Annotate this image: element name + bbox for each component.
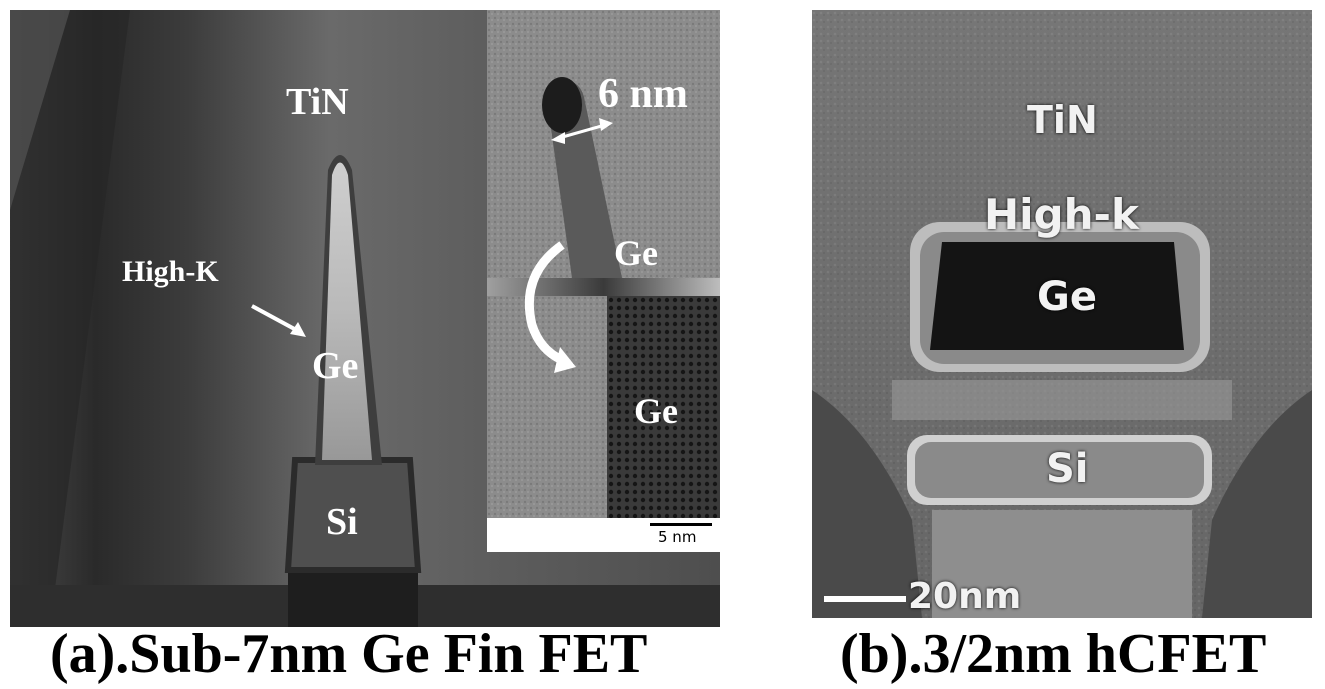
curved-arrow-icon	[524, 241, 576, 373]
label-ge-b: Ge	[1037, 274, 1097, 320]
inset-divider	[487, 278, 720, 296]
label-inset-ge-bottom: Ge	[634, 391, 678, 431]
inset-fin-tip	[487, 10, 720, 278]
label-si-a: Si	[326, 501, 358, 543]
scale-bar-label-a: 5 nm	[658, 528, 697, 546]
panel-b-tem-image: TiN High-k Ge Si 20nm	[812, 10, 1312, 618]
panel-a-tem-image: 5 nm TiN High-K Ge Si 6 nm Ge Ge	[10, 10, 720, 627]
label-tin-b: TiN	[1027, 98, 1098, 142]
label-si-b: Si	[1046, 446, 1089, 492]
caption-b: (b).3/2nm hCFET	[840, 623, 1267, 685]
inset-lattice-drawing	[487, 296, 720, 518]
label-ge-a: Ge	[312, 345, 359, 387]
scale-bar-label-b: 20nm	[908, 576, 1022, 617]
scale-bar-line-a	[650, 523, 712, 526]
inset-lattice	[487, 296, 720, 518]
label-tin-a: TiN	[286, 81, 349, 123]
panel-b-drawing	[812, 10, 1312, 618]
label-inset-ge-top: Ge	[614, 233, 658, 273]
label-high-k-a: High-K	[122, 255, 219, 288]
label-high-k-b: High-k	[984, 190, 1139, 239]
caption-a: (a).Sub-7nm Ge Fin FET	[50, 623, 648, 685]
inset-fin-tip-drawing	[487, 10, 720, 278]
label-inset-width: 6 nm	[598, 71, 688, 117]
